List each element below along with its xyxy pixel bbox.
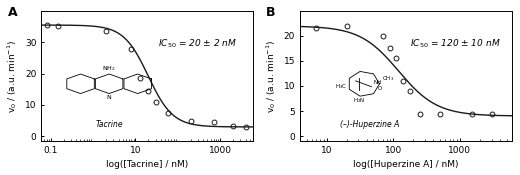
Text: NH$_2$: NH$_2$ bbox=[102, 64, 116, 73]
Text: H$_2$N: H$_2$N bbox=[353, 96, 365, 105]
Text: NH: NH bbox=[373, 80, 381, 85]
Text: O: O bbox=[378, 86, 382, 91]
Text: IC$_{50}$ = 20 ± 2 nM: IC$_{50}$ = 20 ± 2 nM bbox=[158, 37, 237, 50]
Text: A: A bbox=[7, 6, 17, 19]
Text: Tacrine: Tacrine bbox=[95, 120, 123, 129]
Text: B: B bbox=[266, 6, 276, 19]
Text: IC$_{50}$ = 120 ± 10 nM: IC$_{50}$ = 120 ± 10 nM bbox=[410, 37, 501, 50]
Text: N: N bbox=[107, 95, 111, 100]
Text: CH$_3$: CH$_3$ bbox=[382, 75, 394, 83]
X-axis label: log([Huperzine A] / nM): log([Huperzine A] / nM) bbox=[353, 160, 459, 169]
Text: (–)-Huperzine A: (–)-Huperzine A bbox=[340, 120, 400, 129]
Text: H$_3$C: H$_3$C bbox=[335, 82, 347, 91]
X-axis label: log([Tacrine] / nM): log([Tacrine] / nM) bbox=[106, 160, 188, 169]
Y-axis label: v$_{0}$ / (a.u. min$^{-1}$): v$_{0}$ / (a.u. min$^{-1}$) bbox=[264, 39, 278, 113]
Y-axis label: v$_{0}$ / (a.u. min$^{-1}$): v$_{0}$ / (a.u. min$^{-1}$) bbox=[6, 39, 19, 113]
